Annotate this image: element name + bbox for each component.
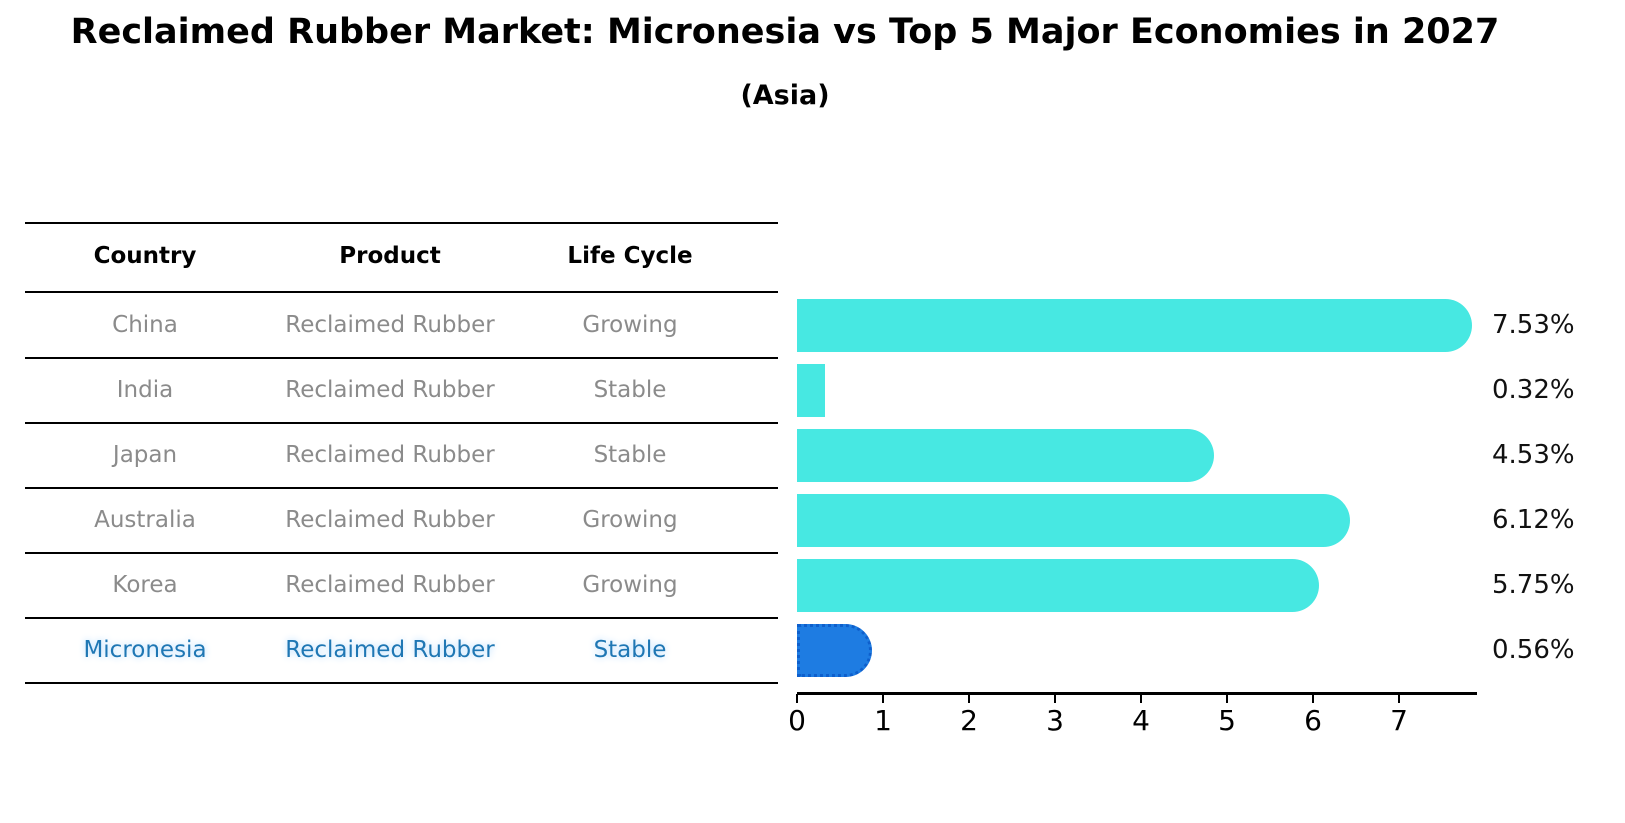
table-cell-country: Korea [112, 572, 178, 598]
bar-value-label: 0.32% [1492, 375, 1575, 405]
table-row-border [25, 487, 778, 489]
x-axis-tick [1140, 694, 1142, 703]
bar-australia [797, 493, 1351, 547]
bar-japan [797, 428, 1214, 482]
table-header-life-cycle: Life Cycle [567, 243, 693, 269]
x-axis-tick [1054, 694, 1056, 703]
table-cell-country-highlighted: Micronesia [83, 637, 207, 663]
chart-title: Reclaimed Rubber Market: Micronesia vs T… [70, 12, 1500, 52]
x-axis-tick [1398, 694, 1400, 703]
table-cell-product: Reclaimed Rubber [285, 442, 495, 468]
x-axis-tick-label: 6 [1304, 704, 1322, 737]
bar-value-label: 6.12% [1492, 505, 1575, 535]
table-cell-product: Reclaimed Rubber [285, 572, 495, 598]
x-axis-tick-label: 7 [1390, 704, 1408, 737]
table-cell-country: Japan [112, 442, 178, 468]
table-cell-product: Reclaimed Rubber [285, 507, 495, 533]
table-row-border [25, 617, 778, 619]
x-axis-tick-label: 3 [1046, 704, 1064, 737]
table-cell-country: China [112, 312, 178, 338]
table-cell-life-cycle: Stable [593, 442, 667, 468]
bar-india [797, 363, 825, 417]
table-row-border [25, 357, 778, 359]
x-axis-tick [796, 694, 798, 703]
table-cell-life-cycle-highlighted: Stable [593, 637, 667, 663]
bar-value-label: 0.56% [1492, 635, 1575, 665]
table-cell-life-cycle: Growing [582, 312, 678, 338]
table-header-border [25, 291, 778, 293]
x-axis-tick-label: 2 [960, 704, 978, 737]
table-cell-country: Australia [94, 507, 196, 533]
bar-korea [797, 558, 1319, 612]
table-row-border [25, 552, 778, 554]
x-axis-tick [1226, 694, 1228, 703]
table-header-country: Country [93, 243, 197, 269]
table-bottom-border [25, 682, 778, 684]
bar-china [797, 298, 1472, 352]
bar-micronesia [797, 623, 873, 677]
x-axis-tick [968, 694, 970, 703]
x-axis-tick-label: 1 [874, 704, 892, 737]
x-axis-tick [1312, 694, 1314, 703]
table-cell-product-highlighted: Reclaimed Rubber [285, 637, 495, 663]
chart-subtitle: (Asia) [740, 80, 830, 111]
table-cell-product: Reclaimed Rubber [285, 312, 495, 338]
table-header-product: Product [339, 243, 441, 269]
table-cell-country: India [116, 377, 174, 403]
table-cell-product: Reclaimed Rubber [285, 377, 495, 403]
x-axis-line [797, 692, 1477, 695]
table-cell-life-cycle: Growing [582, 572, 678, 598]
table-cell-life-cycle: Stable [593, 377, 667, 403]
x-axis-tick-label: 0 [788, 704, 806, 737]
table-row-border [25, 422, 778, 424]
table-top-border [25, 222, 778, 224]
x-axis-tick-label: 4 [1132, 704, 1150, 737]
bar-value-label: 7.53% [1492, 310, 1575, 340]
table-cell-life-cycle: Growing [582, 507, 678, 533]
x-axis-tick [882, 694, 884, 703]
x-axis-tick-label: 5 [1218, 704, 1236, 737]
bar-value-label: 4.53% [1492, 440, 1575, 470]
bar-value-label: 5.75% [1492, 570, 1575, 600]
